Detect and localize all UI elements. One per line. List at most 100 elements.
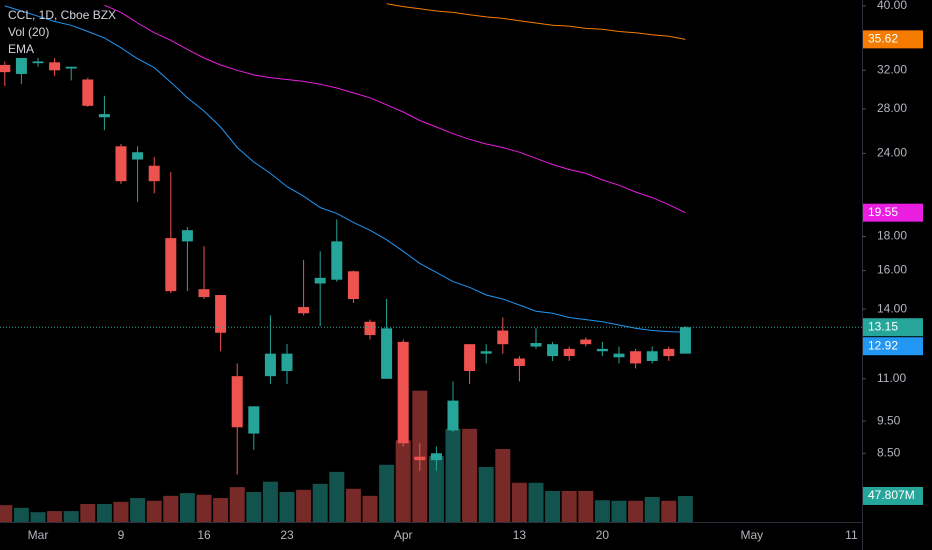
volume-bar	[0, 505, 13, 522]
volume-badge	[863, 486, 923, 505]
volume-bar	[229, 487, 245, 522]
candle-body	[563, 348, 575, 357]
volume-bar	[246, 492, 262, 522]
last-price-badge	[863, 318, 923, 337]
ema-badge-label: 19.55	[868, 205, 898, 219]
y-tick-label: 11.00	[877, 371, 906, 385]
x-tick-label: 20	[596, 528, 610, 542]
candle-body	[132, 152, 144, 160]
plot-area	[0, 3, 862, 522]
volume-bar	[478, 466, 494, 522]
volume-bar	[395, 440, 411, 522]
volume-bar	[113, 501, 129, 522]
candle-body	[148, 165, 160, 182]
candle-body	[115, 146, 127, 182]
x-tick-label: 9	[118, 528, 125, 542]
volume-bar	[445, 428, 461, 522]
volume-bar	[80, 504, 96, 522]
y-tick-label: 24.00	[877, 146, 907, 160]
volume-bar	[495, 448, 511, 522]
candle-body	[264, 353, 276, 377]
volume-bar	[179, 493, 195, 522]
ema-badge-label: 35.62	[868, 32, 898, 46]
last-price-badge-label: 13.15	[868, 319, 898, 333]
candle-body	[679, 327, 691, 354]
x-tick-label: 13	[513, 528, 527, 542]
volume-bar	[279, 492, 295, 522]
x-tick-label: May	[740, 528, 763, 542]
volume-bar	[213, 498, 229, 522]
volume-bar	[146, 500, 162, 522]
candle-body	[32, 61, 44, 64]
y-tick-label: 9.50	[877, 413, 901, 427]
volume-bar	[296, 489, 312, 522]
y-tick-label: 32.00	[877, 63, 907, 77]
volume-bar	[96, 504, 112, 522]
candle-body	[198, 289, 210, 298]
candle-body	[181, 230, 193, 242]
candle-body	[513, 358, 525, 366]
candle-body	[530, 343, 542, 347]
candle-body	[314, 277, 326, 284]
candle-body	[596, 348, 608, 352]
x-tick-label: 23	[280, 528, 294, 542]
legend-ema: EMA	[8, 42, 34, 56]
ema-badge	[863, 203, 923, 222]
ema-badge-label: 12.92	[868, 338, 898, 352]
x-tick-label: Mar	[28, 528, 49, 542]
candle-body	[364, 321, 376, 336]
candle-body	[331, 241, 343, 280]
x-tick-label: 11	[845, 528, 858, 542]
candle-body	[480, 351, 492, 354]
candle-body	[397, 341, 409, 444]
volume-bar	[379, 464, 395, 522]
volume-bar	[628, 500, 644, 522]
volume-bar	[594, 500, 610, 522]
candle-body	[215, 295, 227, 333]
volume-bar	[30, 512, 46, 522]
volume-bar	[578, 490, 594, 522]
ema-line	[4, 5, 686, 333]
volume-bar	[262, 481, 278, 522]
volume-bar	[312, 483, 328, 522]
ema-badge	[863, 337, 923, 356]
volume-bar	[644, 496, 660, 522]
y-tick-label: 18.00	[877, 229, 907, 243]
candle-body	[414, 456, 426, 461]
candle-body	[15, 57, 27, 74]
candle-body	[464, 344, 476, 372]
volume-bar	[661, 500, 677, 522]
candle-body	[613, 353, 625, 358]
candle-body	[0, 64, 11, 73]
y-tick-label: 8.50	[877, 445, 901, 459]
volume-badge-label: 47.807M	[868, 488, 915, 502]
candle-body	[347, 271, 359, 299]
volume-bar	[677, 495, 693, 522]
candle-body	[630, 351, 642, 364]
candle-body	[381, 328, 393, 379]
volume-bar	[130, 498, 146, 522]
candle-body	[298, 307, 310, 314]
volume-bar	[428, 456, 444, 522]
x-tick-label: Apr	[394, 528, 413, 542]
volume-bar	[345, 488, 361, 522]
ema-line	[386, 3, 686, 40]
volume-bar	[545, 490, 561, 522]
volume-bar	[528, 482, 544, 522]
candle-body	[663, 348, 675, 357]
candle-body	[281, 353, 293, 372]
ema-badge	[863, 30, 923, 49]
ema-line	[104, 4, 686, 214]
volume-bar	[13, 507, 29, 522]
candle-body	[447, 400, 459, 431]
volume-bar	[462, 428, 478, 522]
candle-body	[646, 351, 658, 361]
legend-volume: Vol (20)	[8, 25, 49, 39]
legend-symbol: CCL, 1D, Cboe BZX	[8, 8, 116, 22]
volume-bar	[47, 511, 63, 522]
x-tick-label: 16	[197, 528, 211, 542]
volume-bar	[511, 482, 527, 522]
candle-body	[580, 339, 592, 345]
candle-body	[82, 79, 94, 106]
